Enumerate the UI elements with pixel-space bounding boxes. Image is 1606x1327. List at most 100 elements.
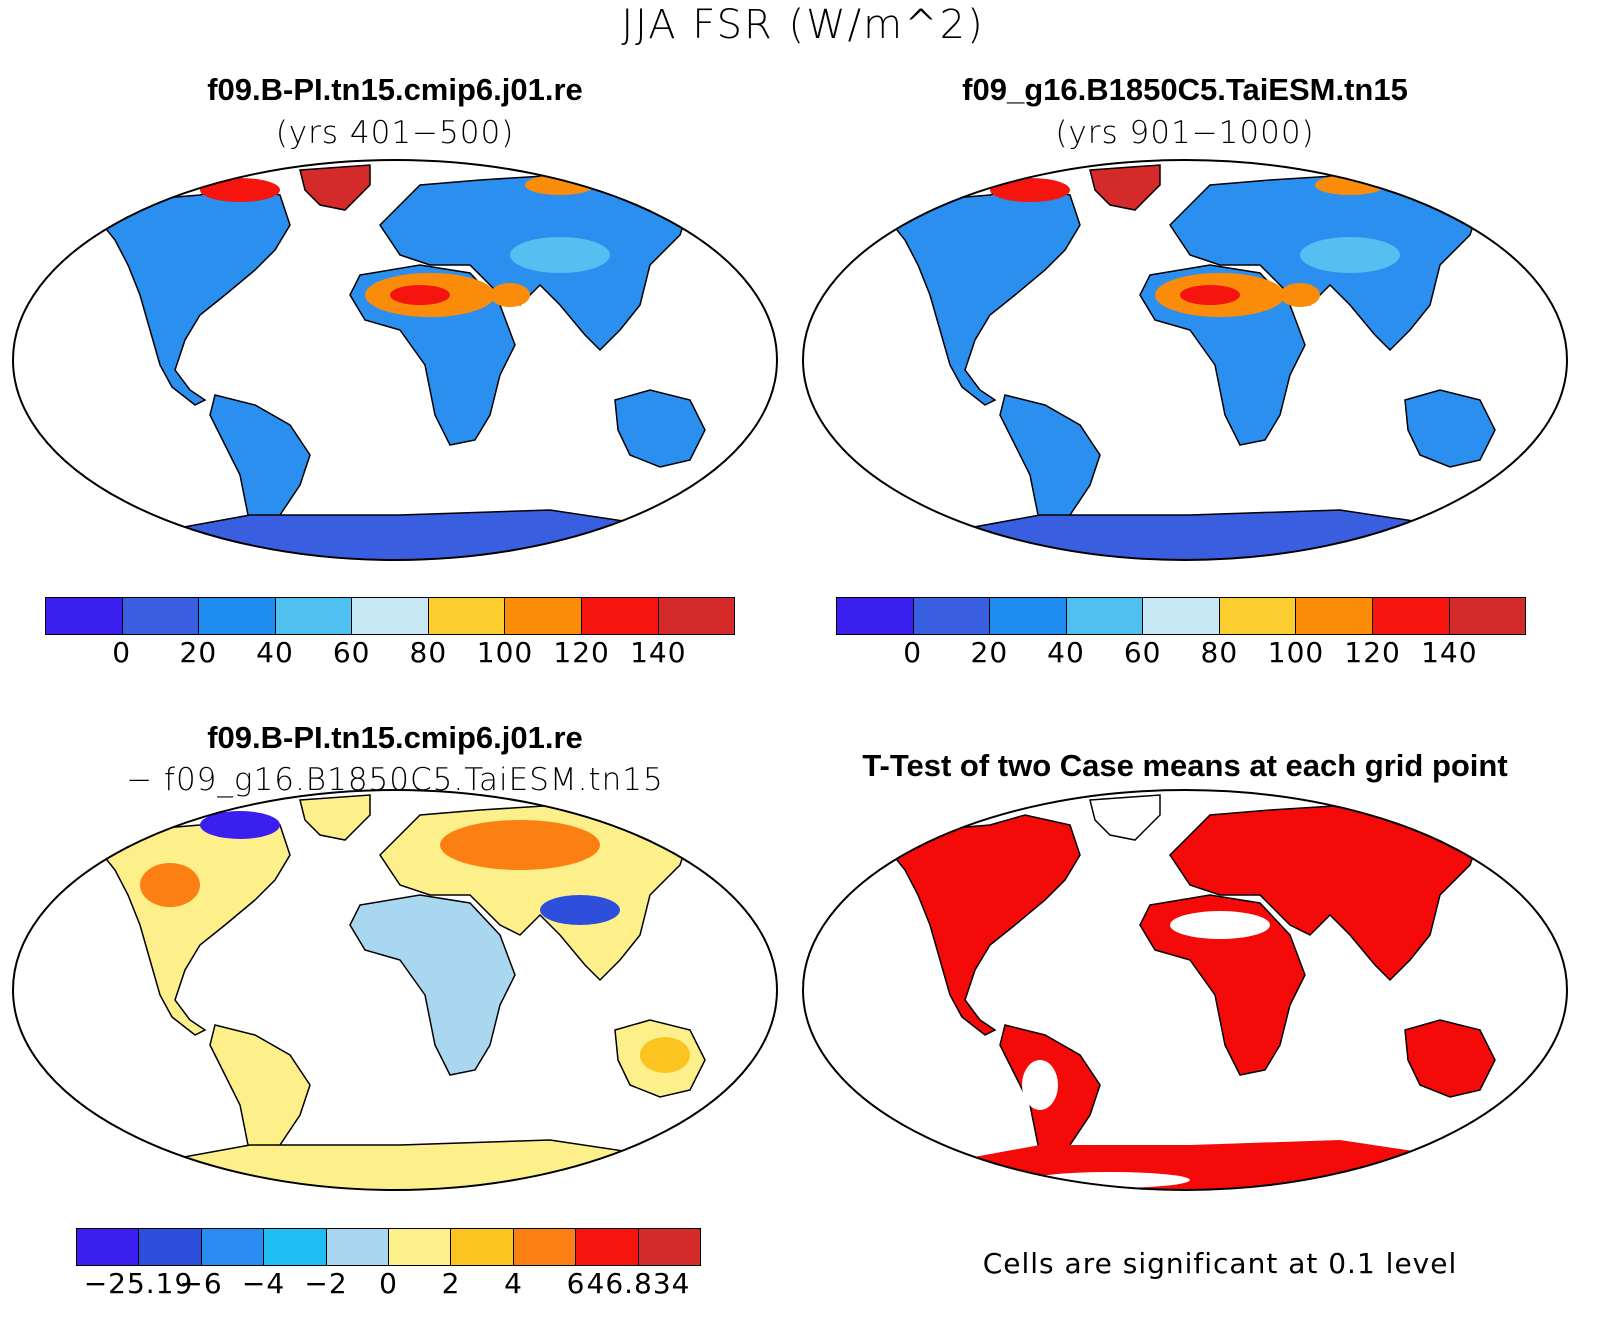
colorbar-tick-label: 60 [332, 636, 371, 669]
colorbar-swatch [990, 598, 1067, 634]
land-fills-bottom-right [880, 794, 1496, 1190]
colorbar-swatch [352, 598, 429, 634]
colorbar-swatch [513, 1229, 577, 1265]
canadian-arctic-high-fsr [200, 178, 280, 202]
map-bottom-left [12, 789, 778, 1191]
colorbar-swatch [201, 1229, 265, 1265]
colorbar-tick-label: 0 [112, 636, 132, 669]
colorbar-swatch [581, 598, 659, 634]
antarctica-land [87, 1139, 701, 1190]
colorbar-tick-label: 140 [630, 636, 687, 669]
colorbar-tick-label: −2 [304, 1267, 348, 1300]
arabia-high-fsr-region [1280, 283, 1320, 307]
colorbar-tick-label: 80 [409, 636, 448, 669]
colorbar-swatch [638, 1229, 701, 1265]
colorbar-tick-label: 20 [179, 636, 218, 669]
colorbar-tick-label: 0 [379, 1267, 398, 1300]
map-boundary [802, 159, 1568, 561]
colorbar-swatch [326, 1229, 390, 1265]
colorbar-tick-label: 100 [1267, 636, 1325, 669]
colorbar-swatch [122, 598, 200, 634]
colorbar-tick-label: 4 [504, 1267, 523, 1300]
sahara-peak-fsr-region [1180, 285, 1240, 305]
colorbar-swatch [264, 1229, 327, 1265]
panel-title-top-right: f09_g16.B1850C5.TaiESM.tn15 [962, 72, 1408, 107]
north-america-positive-region [140, 863, 200, 907]
south-america-not-significant [1022, 1060, 1058, 1110]
colorbar-swatch [199, 598, 276, 634]
significance-note: Cells are significant at 0.1 level [982, 1247, 1458, 1280]
colorbar-swatch [837, 598, 914, 634]
colorbar-swatch [46, 598, 123, 634]
colorbar-swatch [275, 598, 353, 634]
panel-title-top-left: f09.B-PI.tn15.cmip6.j01.re [207, 72, 583, 107]
sahara-not-significant [1170, 911, 1270, 939]
colorbar-tick-label: 60 [1123, 636, 1162, 669]
colorbar-swatch [505, 598, 582, 634]
europe-positive-region [440, 820, 600, 870]
colorbar-tick-label: 2 [441, 1267, 461, 1300]
land-fills-bottom-left [87, 794, 706, 1190]
siberia-arctic-high-fsr [525, 175, 595, 195]
siberia-arctic-high-fsr [1315, 175, 1385, 195]
figure-title: JJA FSR (W/m^2) [621, 2, 985, 48]
colorbar-swatch [428, 598, 506, 634]
colorbar-tick-label: −6 [179, 1267, 223, 1300]
arabia-high-fsr-region [490, 283, 530, 307]
panel-subtitle-top-right: (yrs 901−1000) [1055, 115, 1315, 151]
colorbar-tick-label: 120 [553, 636, 610, 669]
colorbar-swatch [658, 598, 735, 634]
map-boundary [12, 159, 778, 561]
land-fills-top-left [87, 164, 706, 560]
map-top-right [802, 159, 1568, 561]
colorbar-tick-label: 20 [970, 636, 1009, 669]
colorbar-swatch [1219, 598, 1297, 634]
colorbar-tick-label: −4 [241, 1267, 286, 1300]
colorbar-tick-label: 40 [1047, 636, 1085, 669]
colorbar-swatch [139, 1229, 202, 1265]
map-bottom-right [802, 789, 1568, 1191]
colorbar-top-right [836, 597, 1526, 635]
map-boundary [802, 789, 1568, 1191]
colorbar-swatch [576, 1229, 639, 1265]
colorbar-tick-label: 100 [476, 636, 534, 669]
panel-title-bottom-right: T-Test of two Case means at each grid po… [862, 748, 1508, 783]
antarctica-land [877, 509, 1491, 560]
central-asia-light-region [510, 237, 610, 273]
central-asia-light-region [1300, 237, 1400, 273]
colorbar-swatch [451, 1229, 514, 1265]
colorbar-swatch [1372, 598, 1450, 634]
map-top-left [12, 159, 778, 561]
colorbar-tick-label: 6 [566, 1267, 586, 1300]
map-boundary [12, 789, 778, 1191]
colorbar-swatch [913, 598, 991, 634]
australia-land [1404, 1019, 1496, 1098]
panel-subtitle-top-left: (yrs 401−500) [275, 115, 515, 151]
sahara-peak-fsr-region [390, 285, 450, 305]
colorbar-swatch [1143, 598, 1220, 634]
colorbar-swatch [1066, 598, 1144, 634]
panel-title-bottom-left: f09.B-PI.tn15.cmip6.j01.re [207, 720, 583, 755]
colorbar-top-left [45, 597, 735, 635]
north-america-land [883, 814, 1081, 1036]
tibet-negative-region [540, 895, 620, 925]
colorbar-swatch [1296, 598, 1373, 634]
antarctica-land [880, 1140, 1490, 1190]
colorbar-swatch [77, 1229, 140, 1265]
greenland-land [299, 164, 371, 211]
colorbar-swatch [389, 1229, 452, 1265]
canadian-arctic-high-fsr [990, 178, 1070, 202]
africa-land [349, 894, 516, 1076]
antarctica-land [87, 509, 701, 560]
colorbar-difference [76, 1228, 701, 1266]
greenland-land [299, 794, 371, 841]
colorbar-swatch [1449, 598, 1526, 634]
colorbar-tick-label: 120 [1344, 636, 1401, 669]
arctic-canada-negative-region [200, 811, 280, 839]
greenland-land [1089, 164, 1161, 211]
colorbar-tick-label: 0 [903, 636, 923, 669]
australia-land [1404, 389, 1496, 468]
greenland-land [1089, 794, 1161, 841]
africa-land [1139, 894, 1306, 1076]
colorbar-tick-label: 40 [256, 636, 294, 669]
